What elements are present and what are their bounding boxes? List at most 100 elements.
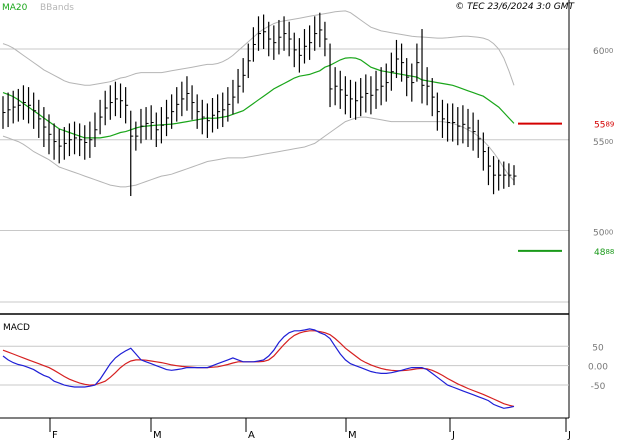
ohlc-bar	[498, 159, 502, 191]
ohlc-bar	[278, 19, 282, 55]
ohlc-bar	[191, 85, 195, 120]
ohlc-bar	[334, 67, 338, 106]
ohlc-bar	[283, 16, 287, 51]
ohlc-bar	[12, 90, 16, 124]
ohlc-bar	[33, 92, 37, 129]
ma20-line	[2, 57, 515, 139]
ohlc-bar	[421, 29, 425, 104]
ohlc-bar	[58, 128, 62, 164]
ohlc-bar	[380, 67, 384, 106]
ohlc-bar	[43, 107, 47, 148]
ohlc-bar	[314, 16, 318, 51]
ohlc-bar	[452, 103, 456, 142]
ohlc-bar	[232, 79, 236, 115]
ohlc-bar	[360, 78, 364, 117]
ohlc-bar	[201, 99, 205, 135]
copyright-text: © TEC 23/6/2024 3:0 GMT	[455, 2, 575, 12]
ohlc-bar	[171, 94, 175, 129]
x-tick-label: M	[348, 430, 357, 440]
ohlc-bar	[222, 92, 226, 128]
ohlc-bar	[298, 38, 302, 73]
ohlc-bar	[436, 92, 440, 131]
ohlc-bar	[196, 94, 200, 129]
ohlc-bar	[268, 21, 272, 57]
ohlc-bar	[406, 58, 410, 97]
ohlc-bar	[426, 67, 430, 106]
ohlc-bar	[395, 39, 399, 79]
ohlc-bar	[2, 96, 6, 129]
ohlc-bar	[165, 99, 170, 137]
ohlc-bars-layer	[2, 12, 517, 197]
ohlc-bar	[375, 70, 379, 109]
ohlc-bar	[181, 81, 185, 117]
ohlc-bar	[206, 103, 210, 138]
macd-tick-label: 50	[592, 343, 604, 353]
ohlc-bar	[252, 27, 256, 62]
ohlc-bar	[446, 103, 451, 142]
price-tick-label: 5500	[593, 138, 613, 148]
ohlc-bar	[242, 58, 246, 93]
ohlc-bar	[319, 12, 323, 48]
ohlc-bar	[176, 87, 180, 122]
ohlc-bar	[160, 107, 164, 144]
legend-bbands: BBands	[40, 3, 74, 13]
ohlc-bar	[508, 163, 512, 187]
ohlc-bar	[130, 110, 134, 197]
ohlc-bar	[354, 81, 359, 120]
ohlc-bar	[503, 161, 507, 189]
ohlc-bar	[339, 70, 343, 109]
ohlc-bar	[94, 112, 98, 148]
ohlc-bar	[63, 127, 67, 160]
ohlc-bar	[329, 43, 333, 108]
ohlc-bar	[227, 87, 231, 122]
ohlc-bar	[467, 108, 471, 148]
ohlc-bar	[477, 119, 481, 158]
macd-y-axis: 50 0.00 -50	[588, 343, 608, 392]
x-tick-label: J	[567, 430, 571, 440]
price-tick-label: 5000	[593, 229, 613, 239]
ohlc-bar	[150, 105, 154, 140]
ohlc-bar	[457, 107, 461, 146]
macd-line	[2, 328, 515, 409]
resistance-label: 5589	[594, 121, 614, 131]
ohlc-bar	[293, 32, 297, 68]
ohlc-bar	[263, 14, 267, 50]
ohlc-bar	[119, 83, 124, 118]
ohlc-bar	[349, 79, 353, 118]
ohlc-bar	[400, 43, 405, 82]
ohlc-bar	[17, 88, 21, 122]
ohlc-bar	[492, 156, 497, 195]
macd-layer	[2, 328, 515, 409]
support-label: 4888	[594, 248, 614, 258]
ohlc-bar	[411, 63, 415, 102]
macd-tick-label: 0.00	[588, 363, 608, 373]
x-tick-label: M	[153, 430, 162, 440]
macd-signal-line	[2, 330, 515, 407]
ohlc-bar	[27, 87, 32, 124]
x-tick-label: J	[451, 430, 455, 440]
price-tick-label: 6000	[593, 47, 613, 57]
ohlc-bar	[109, 85, 113, 120]
ohlc-bar	[513, 165, 517, 186]
ohlc-bar	[114, 81, 118, 117]
x-tick-label: A	[248, 430, 255, 440]
ohlc-bar	[140, 108, 144, 144]
ohlc-bar	[135, 121, 139, 151]
levels-layer: 5589 4888	[518, 121, 614, 258]
ohlc-bar	[211, 98, 216, 133]
price-panel	[0, 0, 569, 314]
ohlc-bar	[441, 99, 445, 138]
ohlc-bar	[390, 52, 394, 91]
ohlc-bar	[73, 121, 78, 155]
bband-lower-line	[2, 116, 515, 188]
x-tick-label: F	[52, 430, 58, 440]
ohlc-bar	[125, 87, 129, 124]
ohlc-bar	[462, 105, 466, 144]
ohlc-bar	[309, 25, 313, 60]
ohlc-bar	[145, 107, 149, 140]
ohlc-bar	[237, 68, 241, 104]
ohlc-bar	[344, 76, 348, 115]
legend-ma20: MA20	[2, 3, 28, 13]
